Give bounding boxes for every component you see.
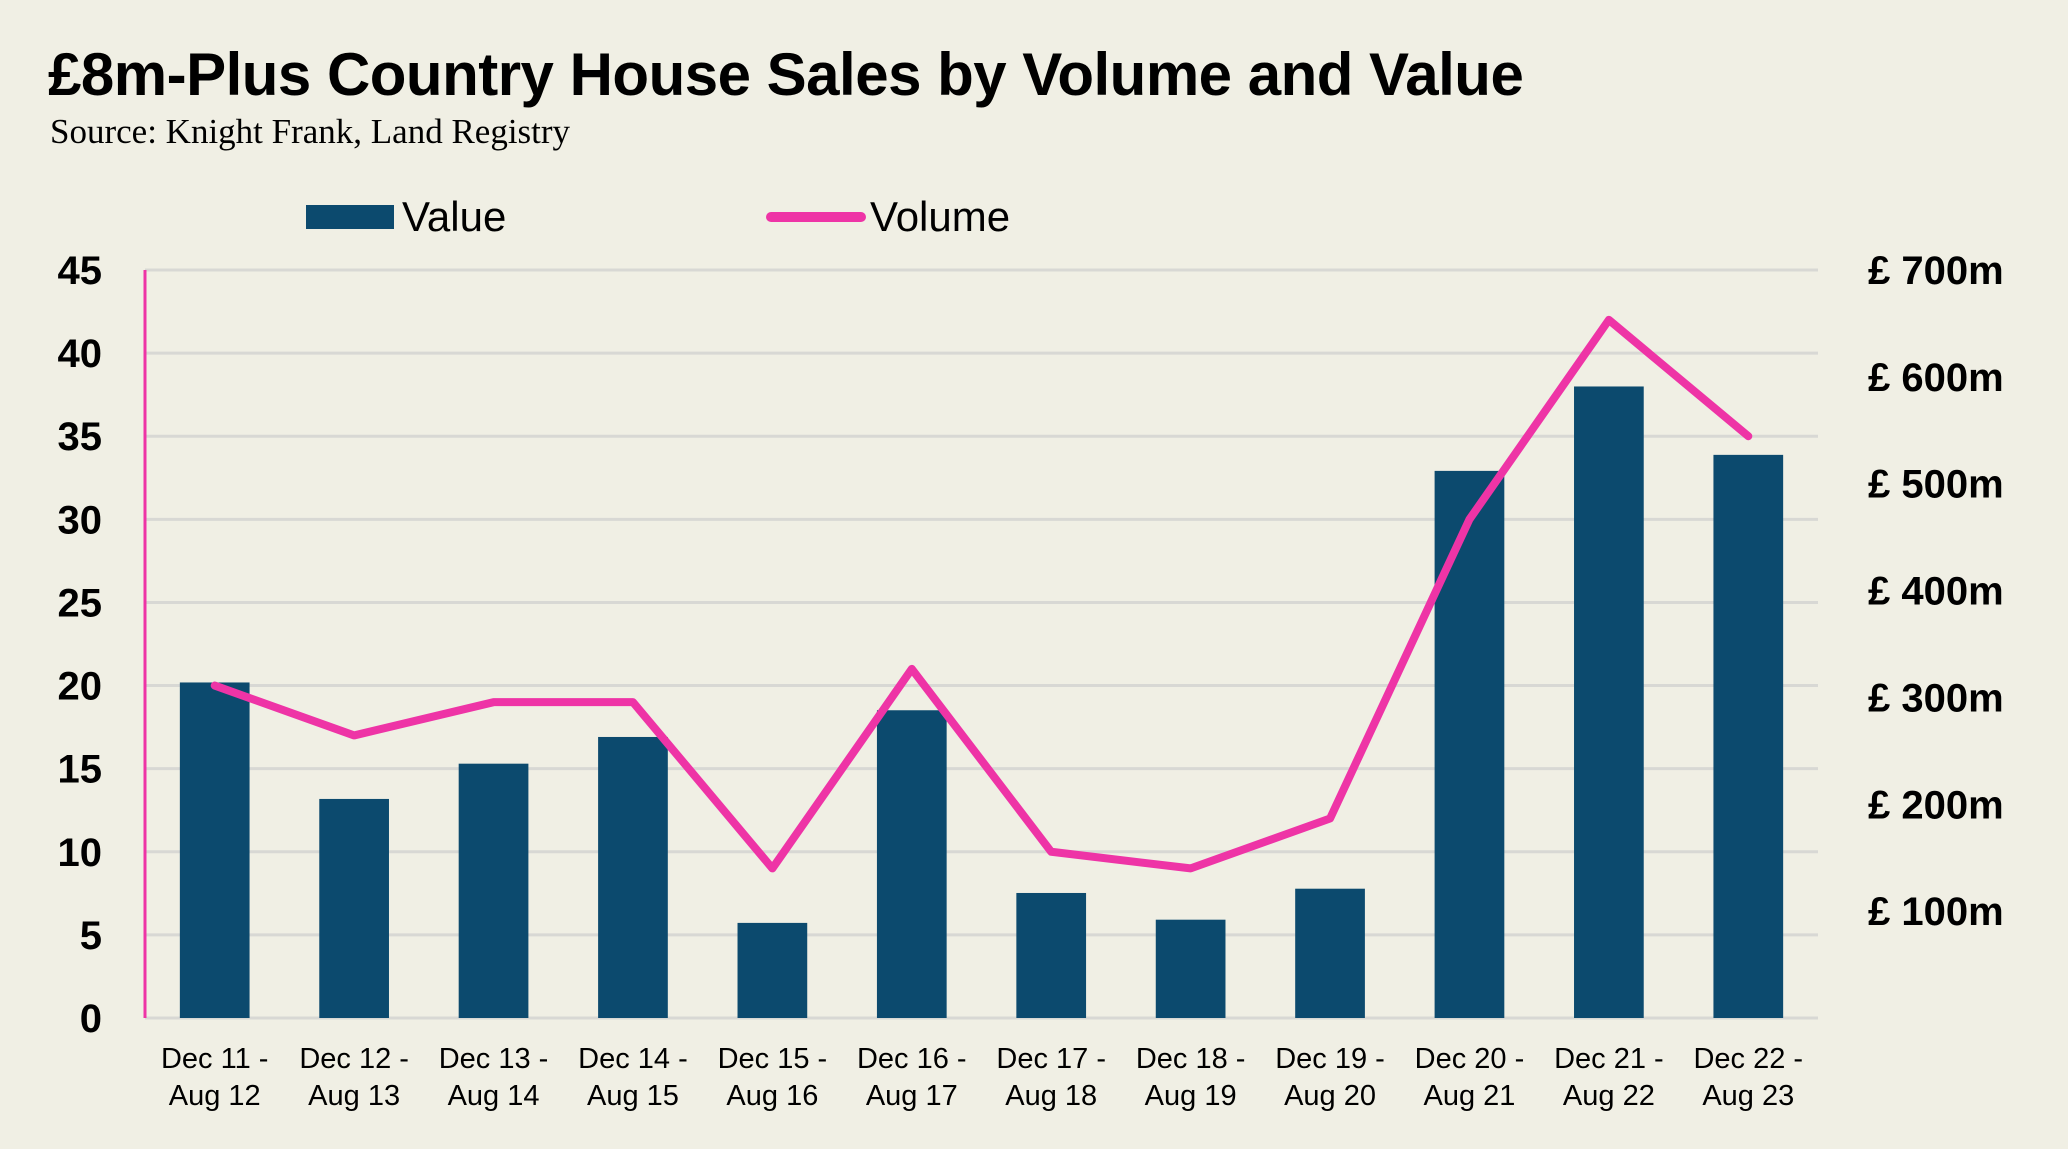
right-tick-label: £ 100m bbox=[1868, 890, 2004, 934]
right-tick-label: £ 700m bbox=[1868, 249, 2004, 293]
value-bar bbox=[737, 922, 808, 1018]
x-tick-label-line2: Aug 19 bbox=[1145, 1080, 1237, 1112]
right-tick-label: £ 500m bbox=[1868, 463, 2004, 507]
x-tick-label-line1: Dec 14 - bbox=[578, 1043, 688, 1075]
right-tick-label: £ 400m bbox=[1868, 570, 2004, 614]
x-tick-label-line1: Dec 15 - bbox=[718, 1043, 828, 1075]
right-tick-label: £ 200m bbox=[1868, 783, 2004, 827]
left-tick-label: 35 bbox=[58, 415, 103, 459]
value-bar bbox=[1016, 892, 1087, 1018]
value-bar bbox=[1574, 386, 1644, 1019]
x-tick-label-line2: Aug 15 bbox=[587, 1080, 679, 1112]
left-tick-label: 15 bbox=[58, 748, 103, 792]
left-tick-label: 30 bbox=[58, 498, 103, 542]
x-tick-label-line1: Dec 11 - bbox=[161, 1043, 268, 1075]
value-bars bbox=[179, 386, 1784, 1019]
x-tick-label-line1: Dec 16 - bbox=[857, 1043, 967, 1075]
x-tick-label-line1: Dec 21 - bbox=[1554, 1043, 1664, 1075]
left-tick-label: 0 bbox=[80, 997, 102, 1041]
right-tick-label: £ 600m bbox=[1868, 356, 2004, 400]
x-tick-label-line2: Aug 18 bbox=[1005, 1080, 1097, 1112]
x-tick-label-line2: Aug 23 bbox=[1702, 1080, 1794, 1112]
chart-title: £8m-Plus Country House Sales by Volume a… bbox=[48, 41, 1524, 108]
x-tick-label-line2: Aug 16 bbox=[726, 1080, 818, 1112]
volume-line bbox=[210, 315, 1753, 873]
x-tick-label-line2: Aug 20 bbox=[1284, 1080, 1376, 1112]
left-tick-label: 10 bbox=[58, 831, 103, 875]
x-tick-label-line1: Dec 19 - bbox=[1275, 1043, 1385, 1075]
value-bar bbox=[1295, 888, 1365, 1018]
x-tick-label-line2: Aug 14 bbox=[448, 1080, 540, 1112]
legend-label-value: Value bbox=[402, 193, 507, 240]
left-tick-label: 40 bbox=[58, 332, 103, 376]
right-axis-ticks: £ 100m £ 200m £ 300m £ 400m £ 500m £ 600m £ 70… bbox=[1868, 249, 2004, 934]
x-tick-label-line2: Aug 21 bbox=[1423, 1080, 1515, 1112]
value-bar bbox=[458, 763, 529, 1018]
gridlines bbox=[145, 268, 1818, 1020]
x-tick-label-line1: Dec 20 - bbox=[1415, 1043, 1525, 1075]
volume-line-group bbox=[210, 315, 1753, 873]
left-tick-label: 20 bbox=[58, 665, 103, 709]
right-tick-label: £ 300m bbox=[1868, 676, 2004, 720]
value-bar bbox=[1434, 470, 1505, 1018]
value-bar bbox=[876, 710, 947, 1018]
value-bar bbox=[179, 682, 250, 1018]
x-tick-label-line1: Dec 22 - bbox=[1693, 1043, 1803, 1075]
x-axis-ticks: Dec 11 - Aug 12 Dec 12 - Aug 13 Dec 13 - Aug … bbox=[161, 1043, 1803, 1112]
left-axis-ticks: 0 5 10 15 20 25 30 35 40 45 bbox=[58, 249, 103, 1041]
value-bar bbox=[319, 798, 389, 1018]
legend-label-volume: Volume bbox=[870, 193, 1011, 240]
x-tick-label-line1: Dec 12 - bbox=[299, 1043, 409, 1075]
value-bar bbox=[1155, 919, 1226, 1018]
value-bar bbox=[1713, 454, 1784, 1018]
legend-swatch-volume bbox=[766, 212, 866, 222]
left-tick-label: 45 bbox=[58, 249, 103, 293]
left-tick-label: 25 bbox=[58, 581, 103, 625]
value-bar bbox=[598, 736, 668, 1018]
x-tick-label-line2: Aug 17 bbox=[866, 1080, 958, 1112]
chart-source: Source: Knight Frank, Land Registry bbox=[50, 112, 571, 151]
x-tick-label-line1: Dec 17 - bbox=[996, 1043, 1106, 1075]
left-tick-label: 5 bbox=[80, 914, 102, 958]
legend-item-value: Value bbox=[306, 192, 506, 242]
x-tick-label-line2: Aug 13 bbox=[308, 1080, 400, 1112]
x-tick-label-line2: Aug 12 bbox=[169, 1080, 261, 1112]
x-tick-label-line1: Dec 18 - bbox=[1136, 1043, 1246, 1075]
legend-swatch-value bbox=[306, 205, 394, 229]
legend-item-volume: Volume bbox=[766, 192, 1010, 242]
x-tick-label-line2: Aug 22 bbox=[1563, 1080, 1655, 1112]
x-tick-label-line1: Dec 13 - bbox=[439, 1043, 549, 1075]
